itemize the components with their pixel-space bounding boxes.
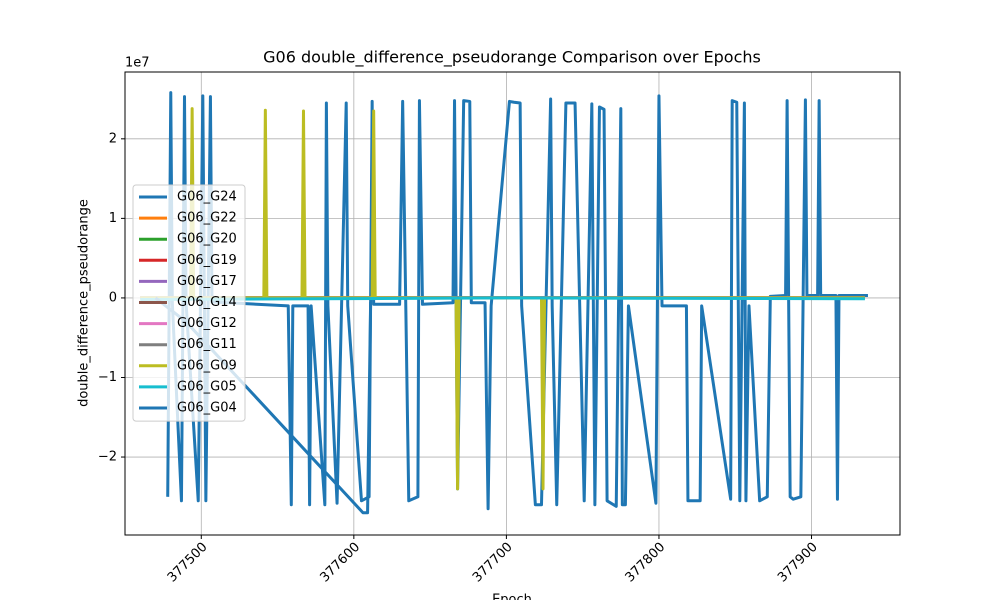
chart-title: G06 double_difference_pseudorange Compar… [263,48,761,68]
legend-label: G06_G17 [177,274,237,289]
legend-label: G06_G05 [177,379,237,394]
y-tick-label: 0 [109,290,117,305]
y-tick-label: 1 [109,211,117,226]
legend-label: G06_G14 [177,295,237,310]
series-line [166,91,868,511]
legend-label: G06_G12 [177,316,237,331]
legend-label: G06_G24 [177,190,237,205]
y-tick-label: 2 [109,131,117,146]
legend-label: G06_G04 [177,401,237,416]
y-offset-label: 1e7 [125,56,150,71]
x-axis-label: Epoch [492,593,532,600]
y-tick-label: −1 [98,370,117,385]
plot [140,91,868,515]
legend-label: G06_G22 [177,211,237,226]
y-tick-label: −2 [98,450,117,465]
series-line [140,296,865,302]
legend-box [132,184,246,422]
y-axis-label: double_difference_pseudorange [77,199,92,407]
legend-label: G06_G19 [177,253,237,268]
legend-label: G06_G09 [177,358,237,373]
legend-label: G06_G20 [177,232,237,247]
legend-label: G06_G11 [177,337,237,352]
plot-frame [124,71,901,536]
